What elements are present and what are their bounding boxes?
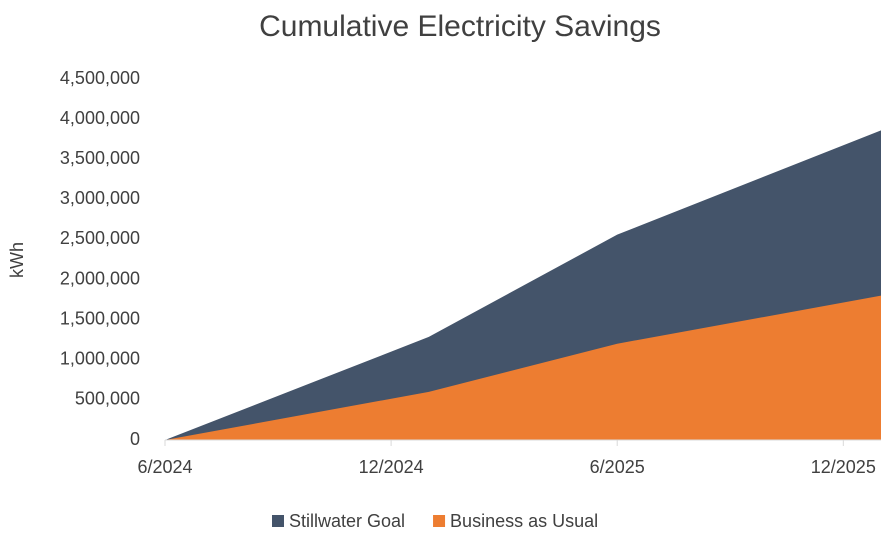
y-tick-label: 0 [130, 429, 140, 449]
legend-label: Stillwater Goal [289, 511, 405, 531]
legend-swatch [272, 515, 284, 527]
y-tick-label: 1,500,000 [60, 308, 140, 328]
y-tick-label: 2,000,000 [60, 268, 140, 288]
x-tick-label: 6/2025 [590, 457, 645, 477]
y-tick-label: 1,000,000 [60, 349, 140, 369]
legend-label: Business as Usual [450, 511, 598, 531]
x-tick-label: 12/2024 [359, 457, 424, 477]
area [165, 295, 881, 440]
y-tick-label: 4,000,000 [60, 108, 140, 128]
y-tick-label: 4,500,000 [60, 68, 140, 88]
x-tick-label: 12/2025 [811, 457, 876, 477]
y-tick-label: 2,500,000 [60, 228, 140, 248]
legend-swatch [433, 515, 446, 527]
y-axis-label: kWh [7, 242, 27, 278]
y-tick-label: 3,500,000 [60, 148, 140, 168]
y-tick-label: 3,000,000 [60, 188, 140, 208]
x-tick-label: 6/2024 [137, 457, 192, 477]
chart-title: Cumulative Electricity Savings [259, 10, 661, 43]
y-tick-label: 500,000 [75, 389, 140, 409]
